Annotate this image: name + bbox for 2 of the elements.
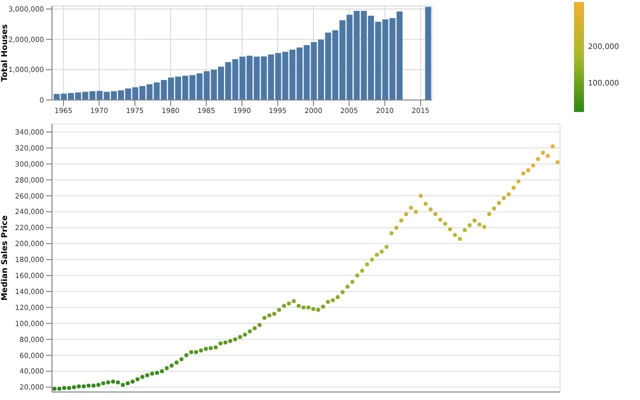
y-axis-title: Median Sales Price (0, 214, 9, 301)
y-axis-title: Total Houses (0, 24, 9, 82)
